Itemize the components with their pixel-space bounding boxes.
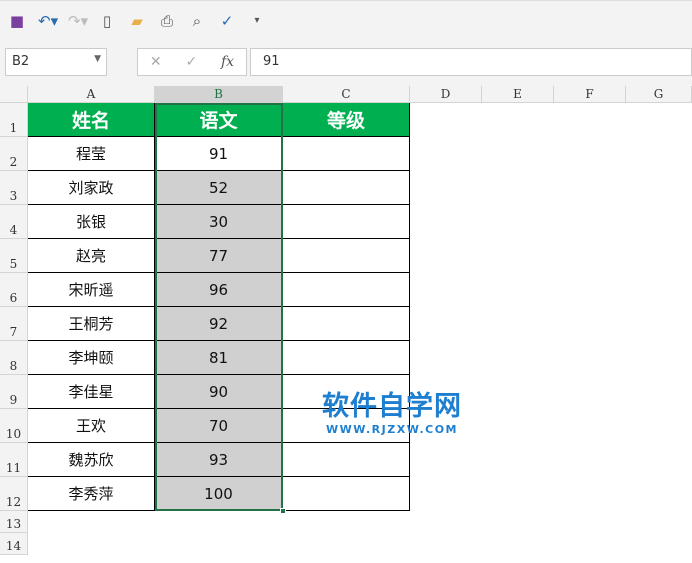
name-cell[interactable]: 赵亮: [28, 239, 155, 273]
grade-cell[interactable]: [283, 205, 410, 239]
row-header-1[interactable]: 1: [0, 103, 28, 137]
column-header-E[interactable]: E: [482, 86, 554, 103]
fx-icon[interactable]: fx: [221, 54, 235, 70]
column-header-D[interactable]: D: [410, 86, 482, 103]
redo-icon[interactable]: ↷▾: [68, 11, 89, 30]
grade-cell[interactable]: [283, 341, 410, 375]
open-folder-icon[interactable]: ▰: [131, 11, 143, 30]
grade-cell[interactable]: [283, 409, 410, 443]
column-header-F[interactable]: F: [554, 86, 626, 103]
score-cell[interactable]: 92: [155, 307, 283, 341]
grade-cell[interactable]: [283, 239, 410, 273]
name-cell[interactable]: 魏苏欣: [28, 443, 155, 477]
score-cell[interactable]: 70: [155, 409, 283, 443]
cancel-icon[interactable]: ✕: [149, 54, 162, 70]
formula-bar: B2 ▼ ✕ ✓ fx 91: [0, 40, 692, 86]
grade-cell[interactable]: [283, 307, 410, 341]
name-cell[interactable]: 宋昕遥: [28, 273, 155, 307]
watermark: 软件自学网 WWW.RJZXW.COM: [322, 384, 462, 436]
name-cell[interactable]: 王欢: [28, 409, 155, 443]
row-header-7[interactable]: 7: [0, 307, 28, 341]
grade-cell[interactable]: [283, 375, 410, 409]
quick-access-toolbar: ■ ↶▾ ↷▾ ▯ ▰ ⎙ ⌕ ✓ ▾: [0, 0, 692, 40]
chevron-down-icon[interactable]: ▼: [94, 54, 101, 64]
row-header-3[interactable]: 3: [0, 171, 28, 205]
grade-cell[interactable]: [283, 443, 410, 477]
grade-cell[interactable]: [283, 171, 410, 205]
name-cell[interactable]: 王桐芳: [28, 307, 155, 341]
header-cell[interactable]: 姓名: [28, 103, 155, 137]
spellcheck-icon[interactable]: ✓: [220, 11, 234, 30]
score-cell[interactable]: 52: [155, 171, 283, 205]
fill-handle[interactable]: [280, 508, 286, 514]
name-cell[interactable]: 李佳星: [28, 375, 155, 409]
grade-cell[interactable]: [283, 477, 410, 511]
score-cell[interactable]: 81: [155, 341, 283, 375]
score-cell[interactable]: 90: [155, 375, 283, 409]
row-header-6[interactable]: 6: [0, 273, 28, 307]
row-header-4[interactable]: 4: [0, 205, 28, 239]
select-all-corner[interactable]: [0, 86, 28, 103]
column-header-A[interactable]: A: [28, 86, 155, 103]
name-cell[interactable]: 刘家政: [28, 171, 155, 205]
new-file-icon[interactable]: ▯: [102, 11, 112, 30]
row-header-14[interactable]: 14: [0, 533, 28, 555]
row-header-8[interactable]: 8: [0, 341, 28, 375]
row-header-13[interactable]: 13: [0, 511, 28, 533]
score-cell[interactable]: 96: [155, 273, 283, 307]
formula-input[interactable]: 91: [250, 48, 692, 76]
score-cell[interactable]: 91: [155, 137, 283, 171]
score-cell[interactable]: 100: [155, 477, 283, 511]
header-cell[interactable]: 等级: [283, 103, 410, 137]
grade-cell[interactable]: [283, 137, 410, 171]
name-box-value: B2: [12, 54, 30, 69]
score-cell[interactable]: 30: [155, 205, 283, 239]
header-cell[interactable]: 语文: [155, 103, 283, 137]
name-box[interactable]: B2 ▼: [5, 48, 107, 76]
save-icon[interactable]: ■: [9, 11, 25, 30]
name-cell[interactable]: 程莹: [28, 137, 155, 171]
column-header-G[interactable]: G: [626, 86, 692, 103]
name-cell[interactable]: 李坤颐: [28, 341, 155, 375]
score-cell[interactable]: 93: [155, 443, 283, 477]
row-header-2[interactable]: 2: [0, 137, 28, 171]
undo-icon[interactable]: ↶▾: [38, 11, 59, 30]
formula-buttons: ✕ ✓ fx: [137, 48, 247, 76]
customize-icon[interactable]: ▾: [254, 15, 260, 26]
grade-cell[interactable]: [283, 273, 410, 307]
confirm-icon[interactable]: ✓: [185, 54, 198, 70]
watermark-title: 软件自学网: [322, 391, 462, 422]
watermark-url: WWW.RJZXW.COM: [326, 423, 458, 436]
print-preview-icon[interactable]: ⌕: [192, 11, 202, 30]
score-cell[interactable]: 77: [155, 239, 283, 273]
row-header-5[interactable]: 5: [0, 239, 28, 273]
row-header-10[interactable]: 10: [0, 409, 28, 443]
name-cell[interactable]: 张银: [28, 205, 155, 239]
row-header-9[interactable]: 9: [0, 375, 28, 409]
column-header-B[interactable]: B: [155, 86, 283, 103]
print-icon[interactable]: ⎙: [160, 11, 173, 30]
row-header-11[interactable]: 11: [0, 443, 28, 477]
name-cell[interactable]: 李秀萍: [28, 477, 155, 511]
column-header-C[interactable]: C: [283, 86, 410, 103]
row-header-12[interactable]: 12: [0, 477, 28, 511]
